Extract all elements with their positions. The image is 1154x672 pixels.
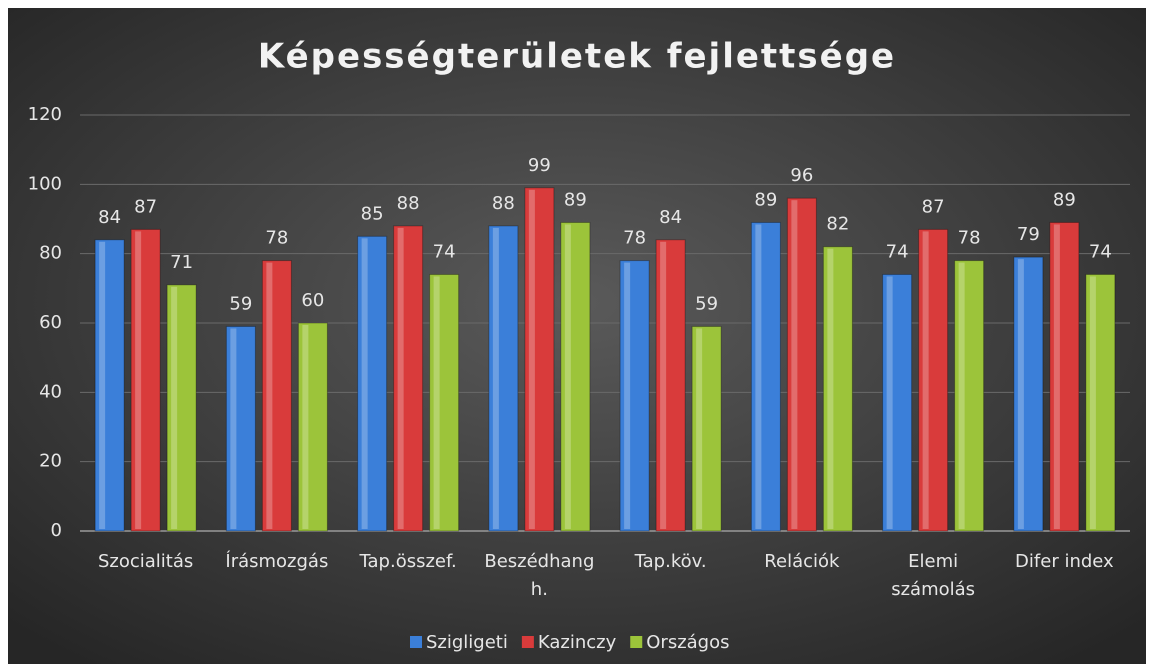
data-label: 79 [1017,224,1040,245]
bar [1049,221,1080,532]
bar-highlight [492,227,499,529]
bar-highlight [660,241,667,530]
data-label: 88 [492,193,515,214]
bar [822,246,853,532]
x-tick-label: Szocialitás [98,551,193,572]
data-label: 85 [361,203,384,224]
bar-highlight [624,262,631,529]
bar [357,235,388,532]
data-label: 78 [623,228,646,249]
bar [918,228,949,532]
bar-highlight [361,238,368,530]
x-tick-label: Beszédhang h. [484,551,594,600]
data-label: 89 [564,189,587,210]
bar [524,187,555,532]
bar-highlight [922,231,929,529]
data-label: 84 [659,207,682,228]
data-label: 60 [301,290,324,311]
bar [786,197,817,532]
bar-highlight [827,248,834,529]
x-tick-label: Tap.összef. [359,551,457,572]
data-label: 87 [134,196,157,217]
bar [560,221,591,532]
y-tick-label: 60 [39,312,62,333]
bar-highlight [433,276,440,529]
bar [94,239,125,532]
x-tick-label: Elemi számolás [891,551,975,600]
bar [1085,273,1116,532]
bar [130,228,161,532]
bar-highlight [528,189,535,530]
data-label: 59 [229,293,252,314]
data-label: 89 [754,189,777,210]
data-label: 78 [265,228,288,249]
data-label: 71 [170,252,193,273]
legend-label: Kazinczy [538,632,617,653]
bar-highlight [958,262,965,529]
bar-highlight [755,224,762,529]
bar-highlight [266,262,273,529]
x-tick-label: Relációk [764,551,840,572]
data-label: 59 [695,293,718,314]
bar [691,325,722,532]
bar [297,322,328,532]
bar-highlight [1089,276,1096,529]
bar-highlight [230,328,237,529]
data-label: 82 [826,214,849,235]
bar-highlight [397,227,404,529]
bar [166,284,197,532]
data-label: 78 [958,228,981,249]
bar-highlight [99,241,106,530]
bar [954,260,985,532]
bar [1013,256,1044,532]
legend-swatch [410,636,422,648]
data-label: 99 [528,155,551,176]
x-tick-label: Difer index [1015,551,1114,572]
legend-label: Szigligeti [426,632,508,653]
y-tick-label: 20 [39,451,62,472]
bar [393,225,424,532]
chart-title: Képességterületek fejlettsége [258,37,896,77]
y-tick-label: 80 [39,243,62,264]
bar-highlight [696,328,703,529]
bar [261,260,292,532]
bar [225,325,256,532]
bar [882,273,913,532]
bar [619,260,650,532]
y-tick-label: 0 [51,520,62,541]
legend-swatch [521,636,534,648]
data-label: 74 [886,241,909,262]
bar-highlight [791,200,798,529]
data-label: 96 [790,165,813,186]
bar-highlight [1017,259,1024,529]
data-label: 88 [397,193,420,214]
y-tick-label: 100 [28,173,62,194]
bar [429,273,460,532]
y-tick-label: 40 [39,381,62,402]
bar-highlight [564,224,571,529]
data-label: 74 [433,241,456,262]
y-tick-label: 120 [28,104,62,125]
data-label: 74 [1089,241,1112,262]
bar [750,221,781,532]
bar-highlight [171,286,178,529]
bar-highlight [135,231,142,529]
x-tick-label: Írásmozgás [225,550,328,572]
bar-highlight [1053,224,1060,529]
data-label: 89 [1053,189,1076,210]
legend-swatch [630,636,643,648]
data-label: 87 [922,196,945,217]
bar-highlight [886,276,893,529]
legend-label: Országos [646,632,729,653]
bar [655,239,686,532]
data-label: 84 [98,207,121,228]
bar-highlight [302,325,309,529]
x-tick-label: Tap.köv. [634,551,707,572]
bar [488,225,519,532]
